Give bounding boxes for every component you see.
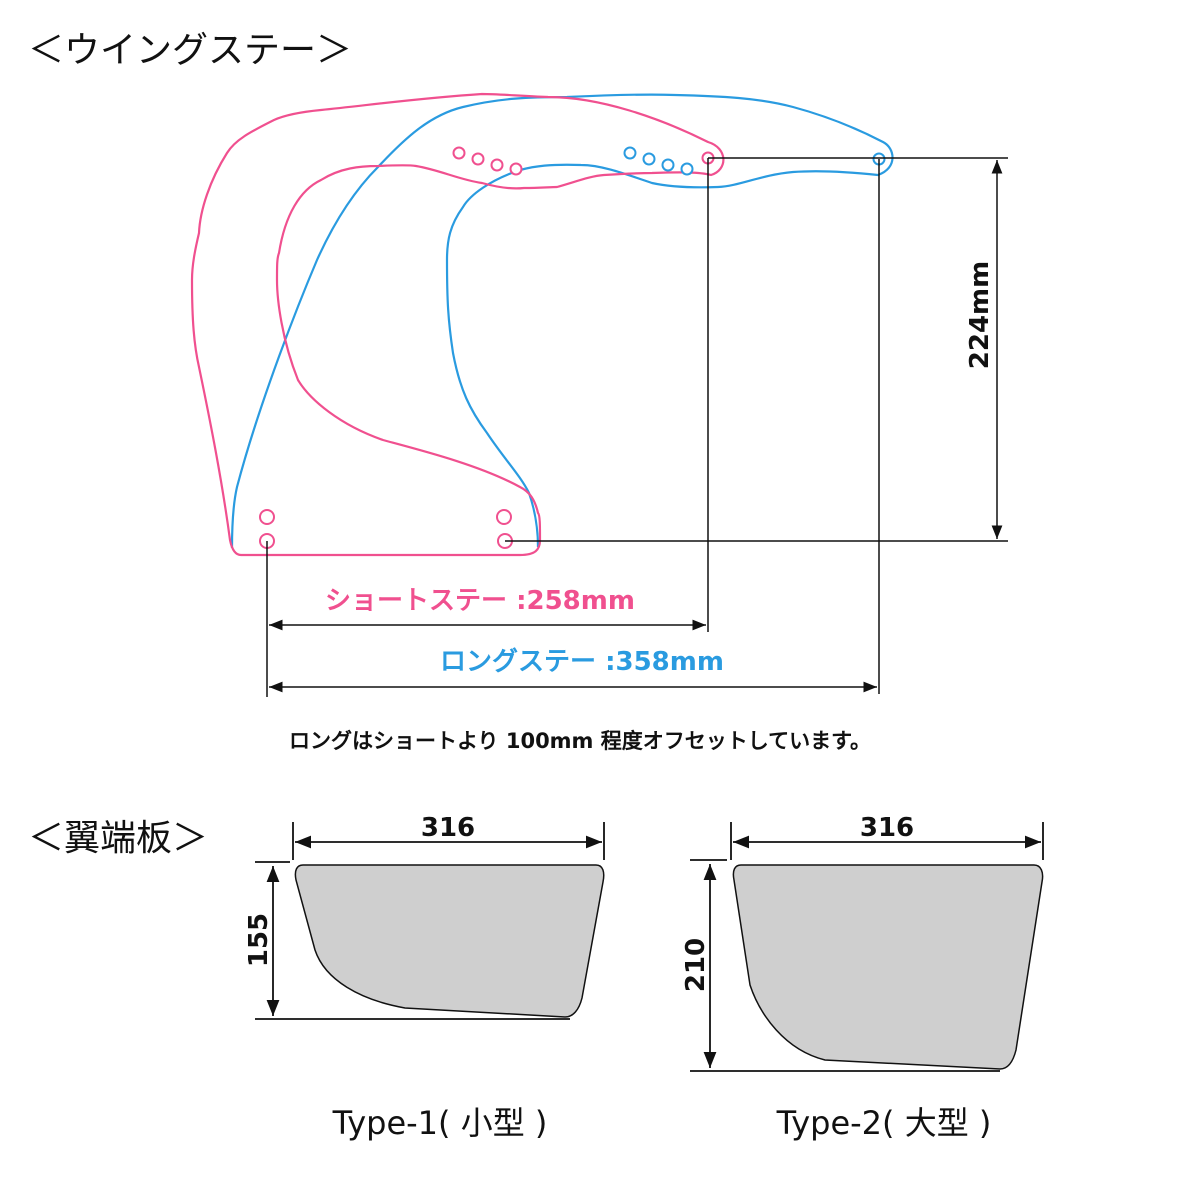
- hole-icon: [623, 146, 637, 160]
- hole-icon: [496, 509, 512, 525]
- short-stay-holes: [259, 146, 715, 549]
- hole-icon: [642, 152, 656, 166]
- wing-stay-heading: ＜ウイングステー＞: [28, 30, 352, 71]
- type1-width-label: 316: [421, 813, 475, 843]
- short-stay-outline: [190, 92, 725, 557]
- hole-icon: [452, 146, 466, 160]
- type2-width-label: 316: [860, 813, 914, 843]
- type2-caption: Type-2( 大型 ): [776, 1104, 992, 1142]
- type1-caption: Type-1( 小型 ): [332, 1104, 548, 1142]
- short-stay-label: ショートステー :258mm: [325, 586, 635, 616]
- height-dimension-label: 224mm: [965, 261, 995, 369]
- long-stay-holes: [623, 146, 886, 176]
- hole-icon: [509, 162, 523, 176]
- type1-end-plate: [294, 864, 605, 1018]
- type2-height-label: 210: [681, 938, 711, 992]
- long-stay-label: ロングステー :358mm: [440, 647, 724, 677]
- wing-stay-dimensions: [266, 157, 1008, 697]
- type2-end-plate: [732, 864, 1044, 1070]
- type1-dimensions: [255, 822, 605, 1020]
- hole-icon: [490, 158, 504, 172]
- hole-icon: [471, 152, 485, 166]
- end-plate-heading: ＜翼端板＞: [28, 818, 208, 859]
- long-stay-outline: [230, 93, 894, 549]
- offset-note: ロングはショートより 100mm 程度オフセットしています。: [289, 729, 871, 753]
- type1-height-label: 155: [244, 913, 274, 967]
- hole-icon: [680, 162, 694, 176]
- type2-dimensions: [690, 822, 1044, 1072]
- hole-icon: [661, 158, 675, 172]
- hole-icon: [259, 509, 275, 525]
